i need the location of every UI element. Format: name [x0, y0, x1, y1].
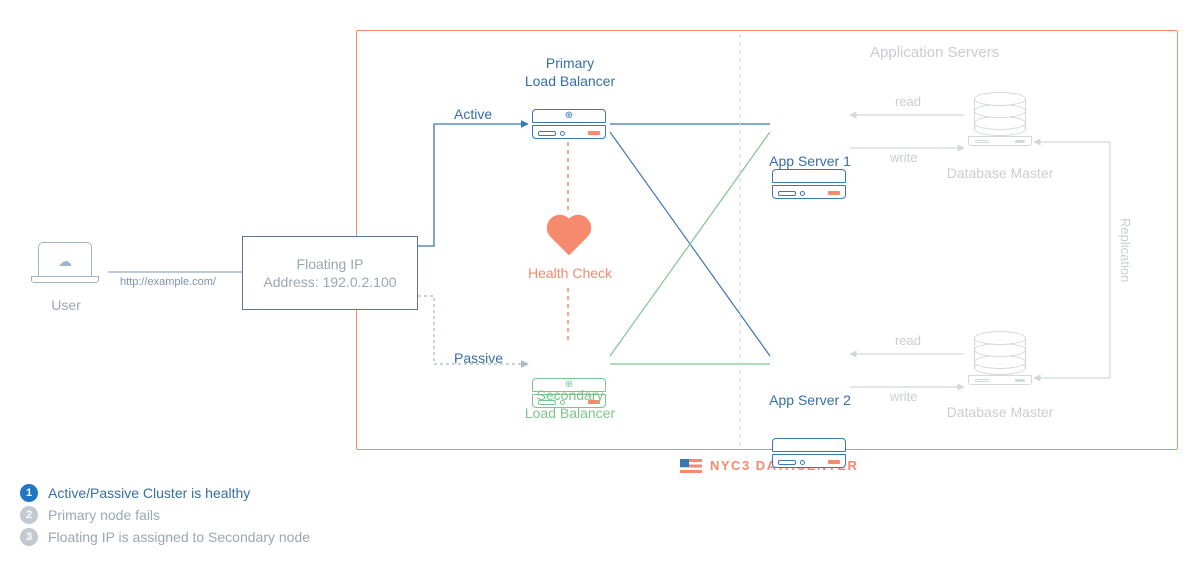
database-1-label: Database Master	[940, 164, 1060, 182]
legend-item: 3 Floating IP is assigned to Secondary no…	[20, 528, 310, 546]
floating-ip-address: Address: 192.0.2.100	[263, 274, 396, 290]
user-label: User	[30, 296, 102, 314]
heart-icon	[556, 224, 582, 250]
legend-number: 1	[20, 484, 38, 502]
lb-primary-title: Primary Load Balancer	[508, 54, 632, 90]
floating-ip-title: Floating IP	[297, 256, 364, 272]
legend-number: 3	[20, 528, 38, 546]
replication-label: Replication	[1118, 218, 1133, 282]
rw-read-1: read	[892, 94, 924, 109]
datacenter-box	[356, 30, 1178, 450]
legend-text: Floating IP is assigned to Secondary nod…	[48, 529, 310, 545]
lb-primary-status: Active	[454, 106, 492, 122]
legend-number: 2	[20, 506, 38, 524]
legend-text: Active/Passive Cluster is healthy	[48, 485, 250, 501]
lb-secondary-status: Passive	[454, 350, 503, 366]
rw-read-2: read	[892, 333, 924, 348]
rw-write-2: write	[890, 389, 917, 404]
legend-item: 2 Primary node fails	[20, 506, 310, 524]
user-url: http://example.com/	[118, 276, 218, 288]
lb-primary-server-icon: ⊕	[532, 109, 606, 139]
legend-item: 1 Active/Passive Cluster is healthy	[20, 484, 310, 502]
cloud-icon: ☁	[39, 253, 91, 270]
user-icon: ☁	[38, 242, 92, 278]
flag-icon	[680, 459, 702, 473]
app-server-2-label: App Server 2	[760, 391, 860, 409]
diagram-stage: NYC3 DATACENTER ☁ User http://example.co…	[0, 0, 1200, 577]
floating-ip-box: Floating IP Address: 192.0.2.100	[242, 236, 418, 310]
app-server-1-icon	[772, 169, 846, 199]
app-server-2-icon	[772, 438, 846, 468]
database-2-label: Database Master	[940, 403, 1060, 421]
app-server-1-label: App Server 1	[760, 152, 860, 170]
rw-write-1: write	[890, 150, 917, 165]
legend-text: Primary node fails	[48, 507, 160, 523]
database-2-icon	[974, 331, 1026, 375]
database-1-icon	[974, 92, 1026, 136]
health-check-label: Health Check	[520, 264, 620, 282]
app-servers-title: Application Servers	[870, 44, 999, 61]
legend: 1 Active/Passive Cluster is healthy 2 Prima…	[20, 480, 310, 550]
lb-secondary-title: Secondary Load Balancer	[508, 386, 632, 422]
